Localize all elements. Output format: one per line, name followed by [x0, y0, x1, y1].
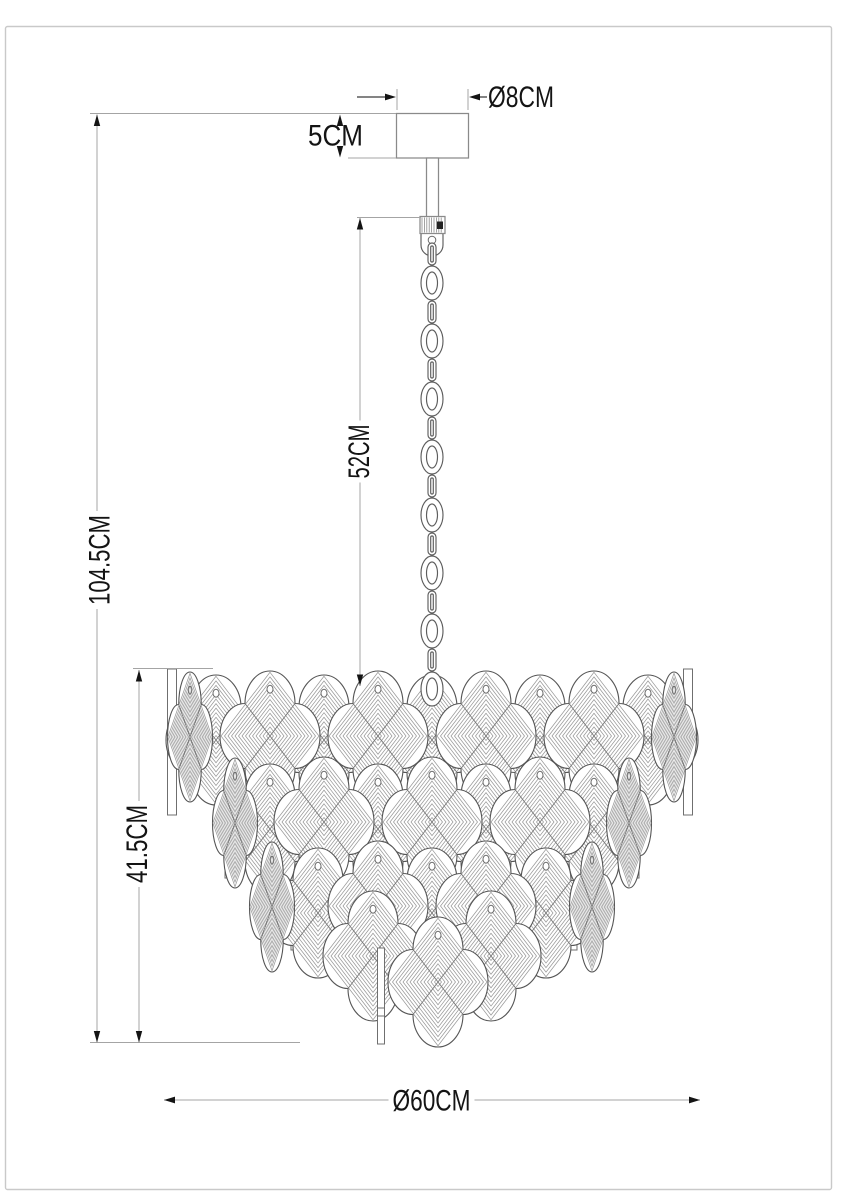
total-height-label: 104.5CM [84, 515, 117, 605]
chain-length-label: 52CM [343, 425, 376, 479]
dim-canopy-height: 5CM [308, 114, 396, 159]
set-screw [437, 221, 443, 229]
dim-total-height: 104.5CM [84, 113, 396, 1043]
chain-link-side [427, 532, 437, 556]
chain-link [420, 265, 444, 301]
chain-link-side [427, 648, 437, 672]
stem-rod [425, 157, 440, 218]
chandelier-body [166, 242, 698, 1047]
chain-link [420, 381, 444, 417]
chain-link [420, 671, 444, 707]
chain-link-side [427, 474, 437, 498]
chain-link-side [427, 590, 437, 614]
chain-link [420, 439, 444, 475]
ceiling-canopy [395, 112, 470, 159]
dim-body-diameter: Ø60CM [164, 1085, 700, 1118]
dimension-annotations: 104.5CM 41.5CM 52CM [84, 81, 700, 1118]
chain-link [420, 497, 444, 533]
chain-link-side [427, 358, 437, 382]
chain-link-side [427, 416, 437, 440]
chain-link [420, 323, 444, 359]
chain-link-side [427, 300, 437, 324]
canopy-group [395, 112, 470, 257]
canopy-height-label: 5CM [308, 120, 363, 153]
knurled-coupler [419, 215, 446, 235]
dim-canopy-diameter: Ø8CM [357, 81, 554, 114]
canopy-diameter-label: Ø8CM [488, 81, 554, 114]
dim-chain-length: 52CM [343, 217, 421, 686]
dim-body-height: 41.5CM [121, 668, 213, 1043]
bottom-rod [377, 947, 385, 1045]
page-border [4, 25, 833, 1191]
body-height-label: 41.5CM [121, 805, 154, 883]
chain-link [420, 613, 444, 649]
chain-link [420, 555, 444, 591]
body-diameter-label: Ø60CM [393, 1085, 471, 1118]
chain-link-side [427, 242, 437, 266]
